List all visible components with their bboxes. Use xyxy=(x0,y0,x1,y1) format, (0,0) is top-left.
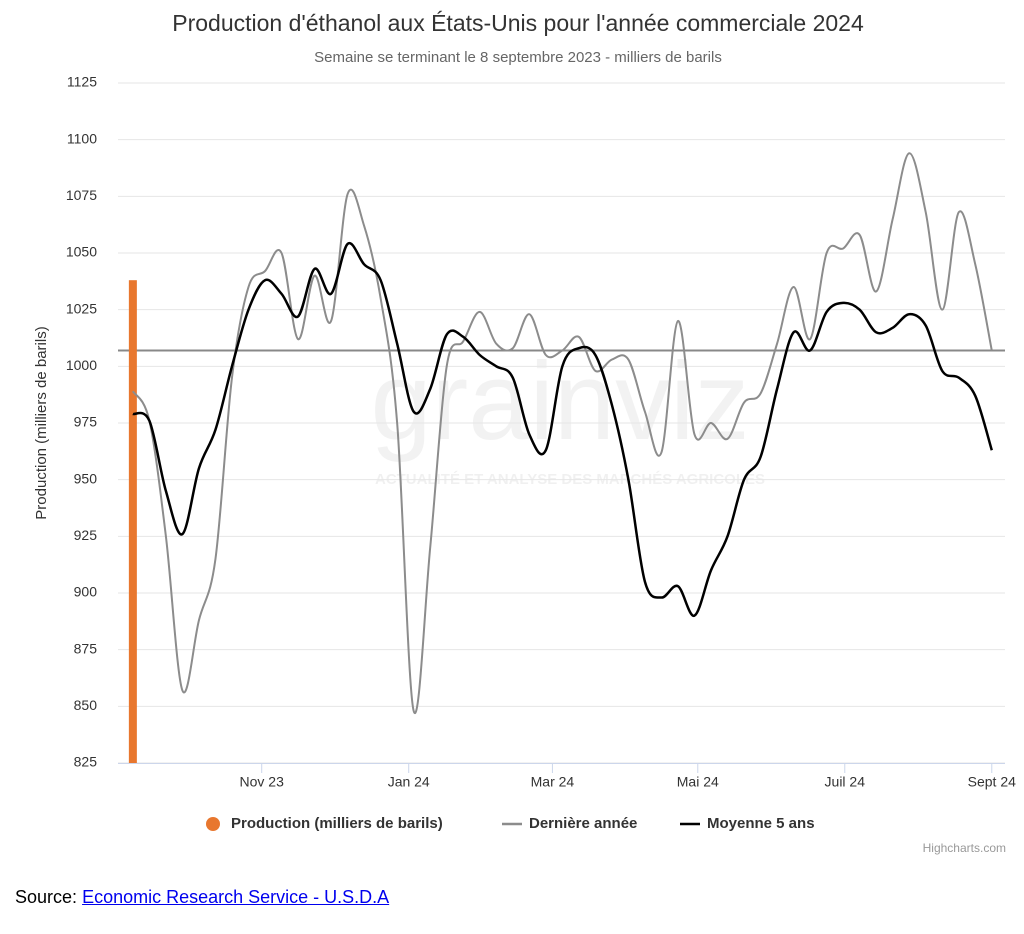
x-tick-label: Mar 24 xyxy=(531,774,575,790)
x-tick-label: Jan 24 xyxy=(388,774,430,790)
source-link[interactable]: Economic Research Service - U.S.D.A xyxy=(82,887,390,907)
chart-title: Production d'éthanol aux États-Unis pour… xyxy=(172,10,864,36)
legend-marker xyxy=(206,817,220,831)
x-tick-label: Sept 24 xyxy=(968,774,1016,790)
y-tick-label: 1000 xyxy=(66,357,97,373)
source: Source: Economic Research Service - U.S.… xyxy=(15,887,389,908)
y-tick-label: 1025 xyxy=(66,300,97,316)
line xyxy=(132,241,993,617)
y-axis-label: Production (milliers de barils) xyxy=(33,326,50,519)
bar xyxy=(128,280,137,763)
legend-label: Production (milliers de barils) xyxy=(231,815,443,832)
y-tick-label: 900 xyxy=(74,584,98,600)
x-tick-label: Mai 24 xyxy=(677,774,719,790)
chart: Production d'éthanol aux États-Unis pour… xyxy=(33,10,1016,855)
line xyxy=(131,152,993,715)
watermark: grainviz xyxy=(370,340,749,463)
legend-label: Dernière année xyxy=(529,815,637,832)
legend-label: Moyenne 5 ans xyxy=(707,815,815,832)
chart-subtitle: Semaine se terminant le 8 septembre 2023… xyxy=(314,49,722,66)
y-tick-label: 875 xyxy=(74,640,98,656)
y-tick-label: 950 xyxy=(74,470,98,486)
credits: Highcharts.com xyxy=(923,841,1006,855)
y-tick-label: 1075 xyxy=(66,187,97,203)
x-tick-label: Nov 23 xyxy=(240,774,285,790)
y-tick-label: 1050 xyxy=(66,244,97,260)
y-tick-label: 850 xyxy=(74,697,98,713)
y-tick-label: 925 xyxy=(74,527,98,543)
y-tick-label: 1125 xyxy=(67,74,97,90)
y-tick-label: 825 xyxy=(74,754,98,770)
source-label: Source: xyxy=(15,887,78,907)
x-tick-label: Juil 24 xyxy=(825,774,866,790)
y-tick-label: 975 xyxy=(74,414,98,430)
y-tick-label: 1100 xyxy=(67,130,97,146)
